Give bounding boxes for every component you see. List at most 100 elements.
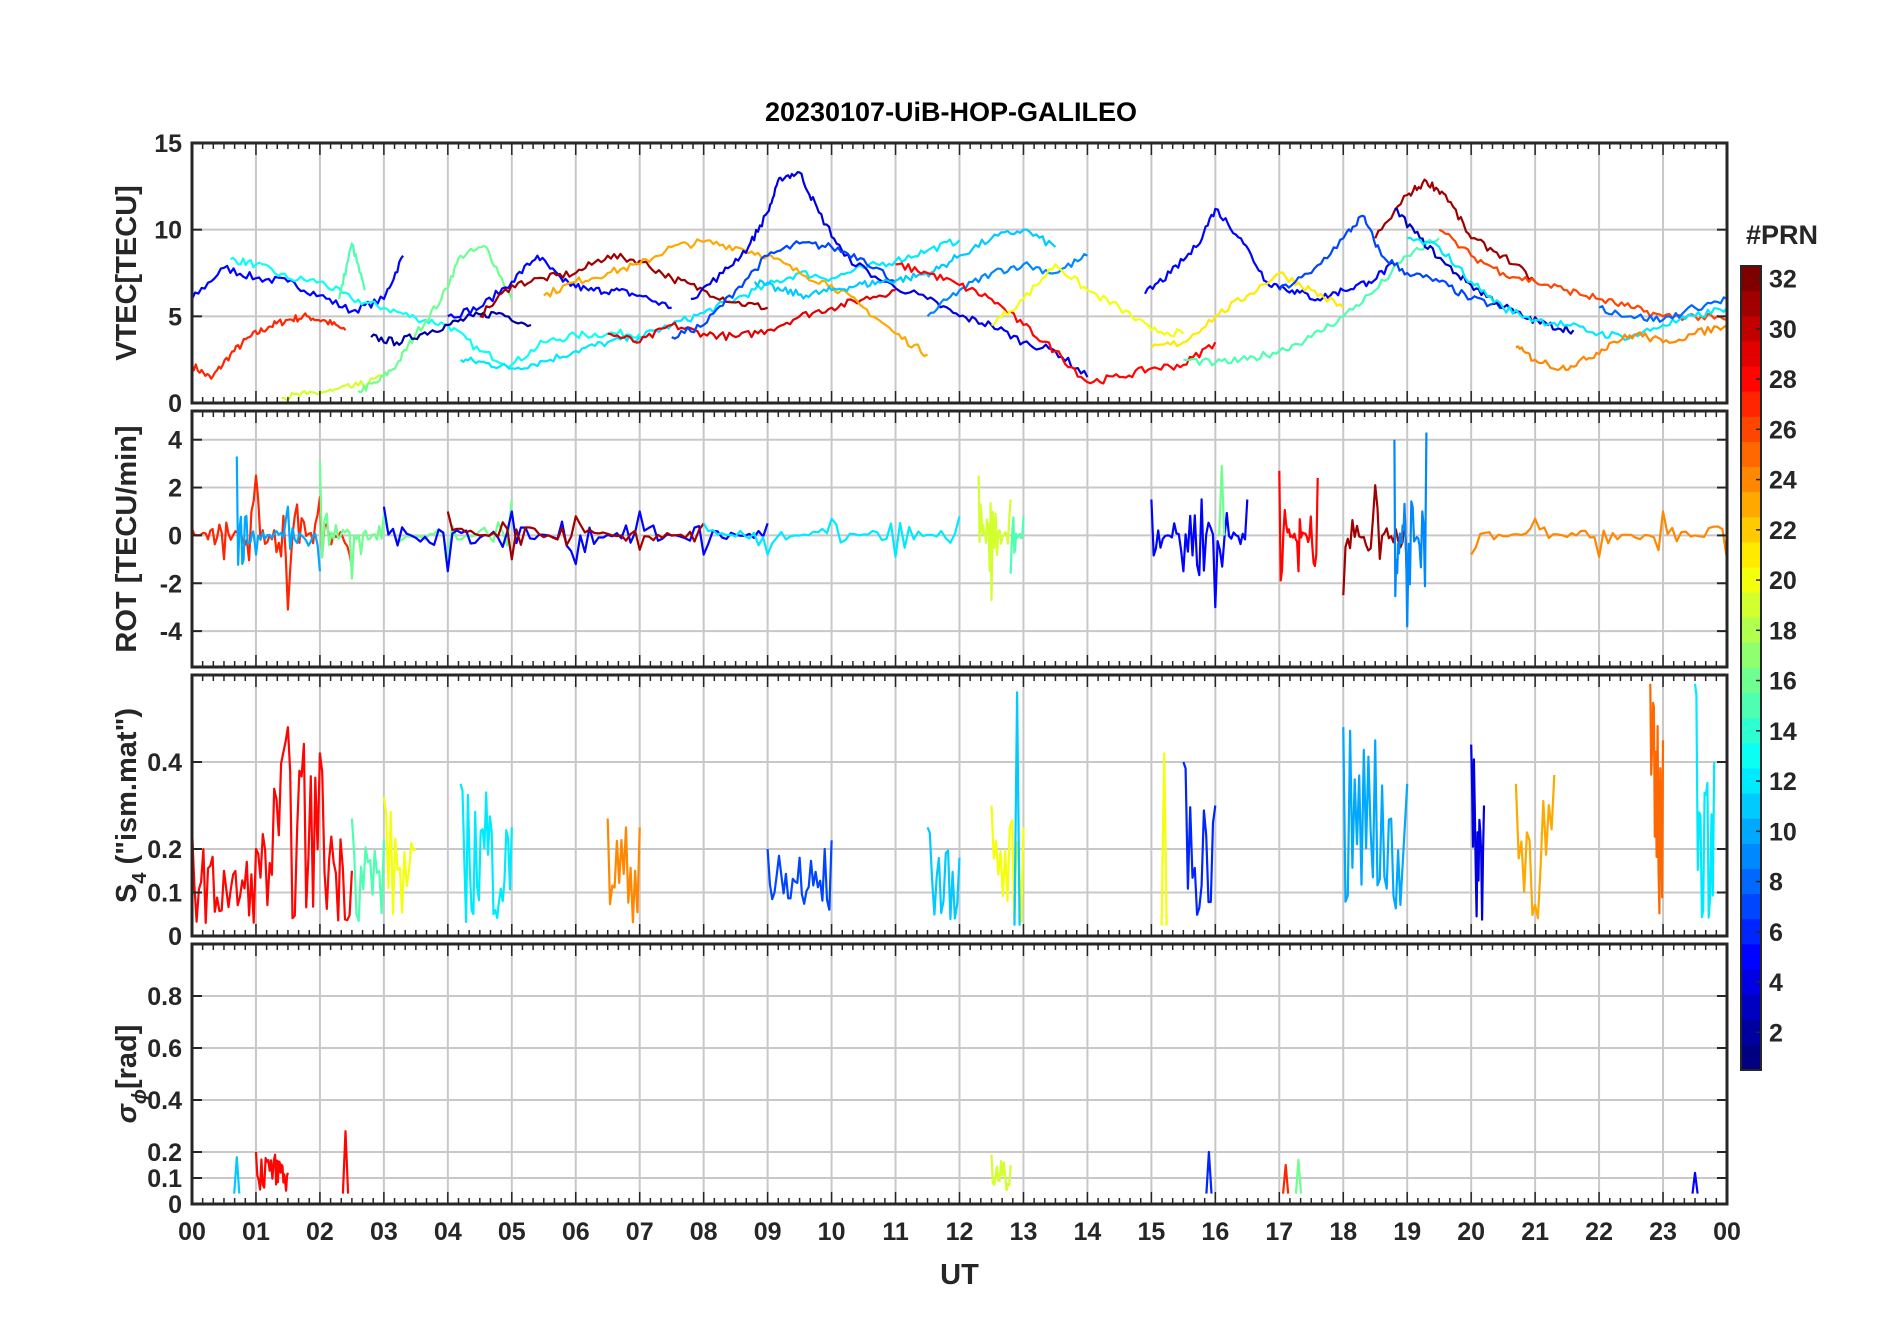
colorbar-tick-label: 24	[1769, 467, 1797, 495]
y-tick-label: 0.4	[147, 1087, 182, 1115]
series-line-prn-19	[977, 475, 1012, 602]
series-line-prn-5	[1144, 207, 1396, 302]
x-tick-label: 23	[1649, 1218, 1677, 1246]
x-tick-label: 09	[754, 1218, 782, 1246]
x-tick-label: 03	[370, 1218, 398, 1246]
colorbar-band	[1741, 869, 1761, 895]
series-line-prn-12	[1693, 683, 1716, 919]
y-axis-label: σϕ[rad]	[111, 1025, 151, 1124]
colorbar-band	[1741, 894, 1761, 920]
x-tick-label: 18	[1329, 1218, 1357, 1246]
x-tick-label: 06	[562, 1218, 590, 1246]
x-tick-label: 05	[498, 1218, 526, 1246]
colorbar-tick-label: 14	[1769, 718, 1797, 746]
colorbar-band	[1741, 718, 1761, 744]
series-line-prn-29	[607, 289, 896, 344]
series-line-prn-16	[1218, 464, 1226, 536]
y-tick-label: 0.1	[147, 1165, 182, 1193]
colorbar-tick-label: 10	[1769, 818, 1797, 846]
colorbar-band	[1741, 793, 1761, 820]
colorbar-band	[1741, 592, 1761, 619]
series-line-prn-28	[341, 1130, 350, 1194]
colorbar-tick-label: 18	[1769, 617, 1797, 645]
series-line-prn-12	[702, 516, 961, 558]
series-line-prn-15	[338, 242, 366, 300]
series-line-prn-28	[192, 726, 353, 924]
series-line-prn-7	[766, 840, 833, 911]
series-line-prn-11	[1013, 691, 1021, 926]
series-line-prn-28	[1278, 470, 1319, 582]
series-line-prn-23	[543, 238, 929, 358]
x-tick-label: 11	[882, 1218, 909, 1246]
colorbar-band	[1741, 492, 1761, 518]
x-tick-label: 10	[818, 1218, 846, 1246]
series-line-prn-7	[1278, 214, 1504, 310]
colorbar-band	[1741, 668, 1761, 694]
colorbar-band	[1741, 642, 1761, 669]
x-tick-label: 07	[626, 1218, 654, 1246]
series-line-prn-20	[382, 796, 417, 915]
colorbar-band	[1741, 266, 1761, 292]
series-line-prn-20	[991, 263, 1185, 338]
panel-s4: 0 0.1 0.2 0.4S4 ("ism.mat")	[111, 673, 1729, 951]
series-line-prn-6	[1205, 1150, 1213, 1194]
y-tick-label: 0	[168, 390, 182, 418]
colorbar-tick-label: 16	[1769, 668, 1797, 696]
colorbar-band	[1741, 843, 1761, 870]
series-line-prn-11	[753, 228, 1057, 300]
colorbar-band	[1741, 391, 1761, 418]
colorbar-band	[1741, 1044, 1761, 1071]
colorbar-band	[1741, 366, 1761, 393]
x-tick-label: 19	[1393, 1218, 1421, 1246]
colorbar-band	[1741, 416, 1761, 443]
series-line-prn-12	[459, 783, 513, 924]
series-line-prn-28	[254, 1151, 289, 1192]
y-tick-label: 0	[168, 1191, 182, 1219]
series-line-prn-31	[479, 252, 768, 318]
series-line-prn-11	[233, 1156, 241, 1194]
colorbar-tick-label: 8	[1769, 869, 1783, 897]
series-line-prn-10	[1342, 727, 1409, 910]
series-line-prn-15	[350, 818, 385, 922]
y-tick-label: 10	[154, 217, 182, 245]
colorbar-tick-label: 6	[1769, 919, 1783, 947]
series-line-prn-5	[192, 255, 404, 314]
series-line-prn-12	[459, 238, 961, 371]
x-tick-label: 01	[242, 1218, 270, 1246]
colorbar-band	[1741, 316, 1761, 342]
series-line-prn-24	[1515, 324, 1727, 372]
colorbar-band	[1741, 919, 1761, 945]
series-line-prn-31	[1374, 178, 1536, 283]
colorbar-tick-label: 12	[1769, 768, 1797, 796]
series-line-prn-5	[1691, 1171, 1699, 1194]
x-tick-label: 14	[1074, 1218, 1102, 1246]
y-tick-label: 0.6	[147, 1035, 182, 1063]
y-tick-label: -4	[160, 618, 182, 646]
series-group	[192, 683, 1716, 926]
colorbar-band	[1741, 1019, 1761, 1046]
colorbar-band	[1741, 994, 1761, 1021]
series-line-prn-5	[1150, 498, 1249, 609]
x-tick-label: 22	[1585, 1218, 1613, 1246]
y-tick-label: -2	[160, 570, 182, 598]
y-tick-label: 0.2	[147, 1139, 182, 1167]
colorbar-tick-label: 30	[1769, 316, 1797, 344]
series-group	[192, 432, 1727, 628]
series-line-prn-13	[229, 256, 641, 369]
x-tick-label: 12	[946, 1218, 974, 1246]
series-line-prn-31	[446, 511, 705, 561]
colorbar-band	[1741, 441, 1761, 468]
series-line-prn-11	[926, 826, 961, 921]
panel-sigma_phi: 00.10.2 0.4 0.6 0.8 σϕ[rad]	[111, 942, 1729, 1219]
x-tick-label: 04	[434, 1218, 462, 1246]
series-line-prn-25	[1649, 683, 1665, 915]
colorbar-tick-label: 20	[1769, 567, 1797, 595]
y-tick-label: 5	[168, 303, 182, 331]
series-line-prn-8	[1598, 296, 1727, 323]
series-line-prn-23	[1514, 774, 1556, 920]
colorbar-band	[1741, 969, 1761, 996]
colorbar-band	[1741, 944, 1761, 971]
y-tick-label: 4	[168, 427, 182, 455]
